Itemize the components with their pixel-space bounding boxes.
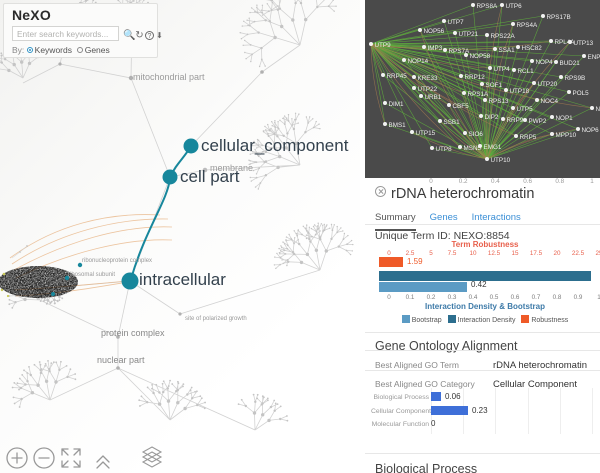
svg-text:CBF5: CBF5 [453, 103, 470, 110]
svg-text:IMP3: IMP3 [428, 45, 443, 52]
svg-text:UTP4: UTP4 [494, 66, 511, 73]
svg-text:UTP10: UTP10 [491, 157, 511, 164]
svg-text:RPL4A: RPL4A [555, 39, 576, 46]
svg-text:MSN5: MSN5 [464, 145, 482, 152]
svg-text:RPS1A: RPS1A [468, 91, 489, 98]
svg-text:UTP7: UTP7 [448, 19, 465, 26]
svg-text:SSA1: SSA1 [499, 47, 516, 54]
svg-text:UTP13: UTP13 [574, 40, 594, 47]
svg-text:NOP4: NOP4 [536, 59, 554, 66]
svg-text:RRP5: RRP5 [520, 134, 537, 141]
svg-text:RRP9: RRP9 [507, 117, 524, 124]
svg-text:BMS1: BMS1 [389, 122, 407, 129]
svg-text:ENP1: ENP1 [588, 54, 600, 61]
svg-text:RPS17B: RPS17B [547, 14, 571, 21]
svg-text:SSB1: SSB1 [444, 119, 461, 126]
svg-text:RPS22A: RPS22A [491, 33, 516, 40]
svg-text:SOF1: SOF1 [486, 82, 503, 89]
svg-text:UTP21: UTP21 [459, 31, 479, 38]
svg-text:POL5: POL5 [573, 90, 590, 97]
svg-text:KRE33: KRE33 [418, 75, 438, 82]
svg-text:NOP6: NOP6 [582, 127, 600, 134]
svg-text:UTP20: UTP20 [538, 81, 558, 88]
svg-text:UTP8: UTP8 [436, 146, 453, 153]
svg-text:DIP2: DIP2 [485, 114, 499, 121]
svg-text:UTP15: UTP15 [416, 130, 436, 137]
svg-text:RPS13: RPS13 [489, 98, 509, 105]
svg-text:RPS9B: RPS9B [565, 75, 586, 82]
svg-text:UTP22: UTP22 [418, 86, 438, 93]
svg-text:RPS7A: RPS7A [449, 48, 470, 55]
svg-text:NOP14: NOP14 [408, 58, 429, 65]
svg-text:UTP6: UTP6 [506, 3, 523, 10]
svg-text:UTP18: UTP18 [510, 88, 530, 95]
svg-text:NOP1: NOP1 [556, 115, 574, 122]
svg-text:NOC4: NOC4 [541, 98, 559, 105]
svg-text:NOP56: NOP56 [424, 28, 445, 35]
svg-text:NOP58: NOP58 [470, 53, 491, 60]
svg-text:EMG1: EMG1 [484, 144, 502, 151]
svg-text:URB1: URB1 [425, 94, 442, 101]
svg-text:UTP5: UTP5 [517, 106, 534, 113]
svg-text:SIO6: SIO6 [469, 131, 484, 138]
svg-text:DIM1: DIM1 [389, 101, 405, 108]
svg-text:NAN1: NAN1 [596, 106, 600, 113]
svg-text:RPS4A: RPS4A [517, 22, 538, 29]
svg-text:HSC82: HSC82 [522, 45, 543, 52]
svg-text:RRP12: RRP12 [465, 74, 486, 81]
svg-text:MPP10: MPP10 [556, 132, 577, 139]
svg-text:RCL1: RCL1 [518, 68, 535, 75]
svg-text:BUD21: BUD21 [560, 60, 581, 67]
svg-text:RRP45: RRP45 [387, 73, 408, 80]
svg-text:RPS8A: RPS8A [477, 3, 498, 10]
svg-text:UTP9: UTP9 [375, 42, 392, 49]
svg-text:PWP2: PWP2 [529, 118, 547, 125]
